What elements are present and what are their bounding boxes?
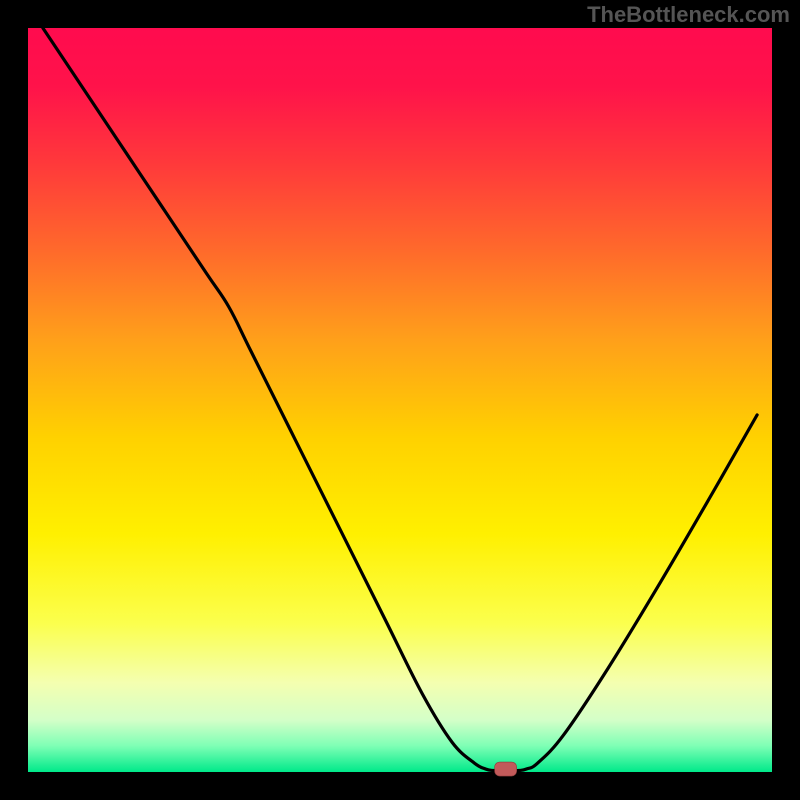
watermark-text: TheBottleneck.com [587,2,790,28]
chart-canvas [0,0,800,800]
gradient-plot-area [28,28,772,772]
optimal-point-marker [495,762,517,776]
bottleneck-chart: TheBottleneck.com [0,0,800,800]
